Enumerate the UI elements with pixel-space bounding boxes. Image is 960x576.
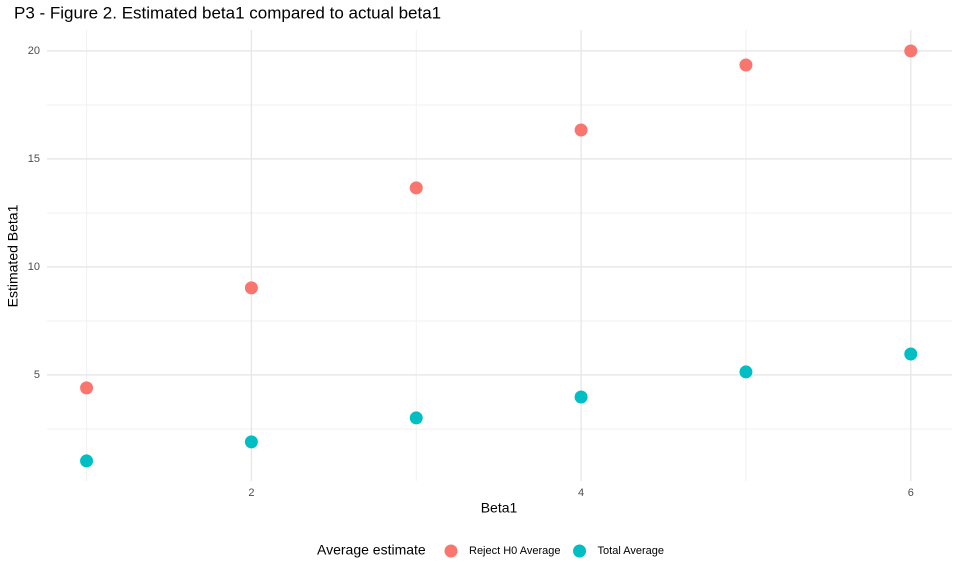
point [409, 411, 423, 425]
point [904, 44, 918, 58]
point [244, 435, 258, 449]
point [739, 58, 753, 72]
y-tick-label: 20 [28, 45, 40, 57]
point [739, 365, 753, 379]
point [904, 347, 918, 361]
x-axis-label: Beta1 [481, 500, 518, 516]
x-tick-label: 2 [248, 487, 254, 499]
legend-swatch [573, 544, 587, 558]
point [574, 390, 588, 404]
y-tick-label: 10 [28, 261, 40, 273]
legend-swatch [444, 544, 458, 558]
point [409, 181, 423, 195]
x-tick-label: 6 [908, 487, 914, 499]
point [80, 454, 94, 468]
y-axis-label: Estimated Beta1 [5, 204, 21, 307]
x-tick-label: 4 [578, 487, 584, 499]
point [244, 281, 258, 295]
y-tick-label: 5 [34, 369, 40, 381]
legend-label: Reject H0 Average [469, 545, 561, 557]
point [80, 381, 94, 395]
y-tick-label: 15 [28, 153, 40, 165]
chart-title: P3 - Figure 2. Estimated beta1 compared … [14, 3, 441, 22]
point [574, 123, 588, 137]
legend-title: Average estimate [317, 542, 426, 558]
legend-label: Total Average [598, 545, 664, 557]
